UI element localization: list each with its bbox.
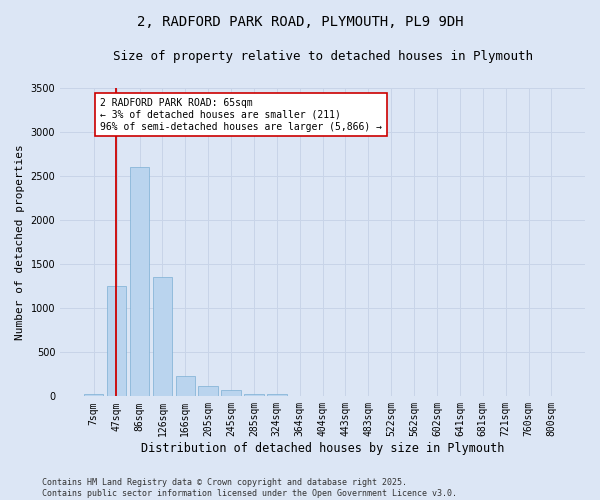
Bar	[244, 394, 263, 396]
Bar	[176, 376, 195, 396]
Text: 2 RADFORD PARK ROAD: 65sqm
← 3% of detached houses are smaller (211)
96% of semi: 2 RADFORD PARK ROAD: 65sqm ← 3% of detac…	[100, 98, 382, 132]
X-axis label: Distribution of detached houses by size in Plymouth: Distribution of detached houses by size …	[141, 442, 504, 455]
Y-axis label: Number of detached properties: Number of detached properties	[15, 144, 25, 340]
Text: Contains HM Land Registry data © Crown copyright and database right 2025.
Contai: Contains HM Land Registry data © Crown c…	[42, 478, 457, 498]
Bar	[130, 167, 149, 396]
Bar	[152, 278, 172, 396]
Title: Size of property relative to detached houses in Plymouth: Size of property relative to detached ho…	[113, 50, 533, 63]
Bar	[107, 286, 127, 397]
Bar	[267, 394, 287, 396]
Text: 2, RADFORD PARK ROAD, PLYMOUTH, PL9 9DH: 2, RADFORD PARK ROAD, PLYMOUTH, PL9 9DH	[137, 15, 463, 29]
Bar	[221, 390, 241, 396]
Bar	[199, 386, 218, 396]
Bar	[84, 394, 103, 396]
